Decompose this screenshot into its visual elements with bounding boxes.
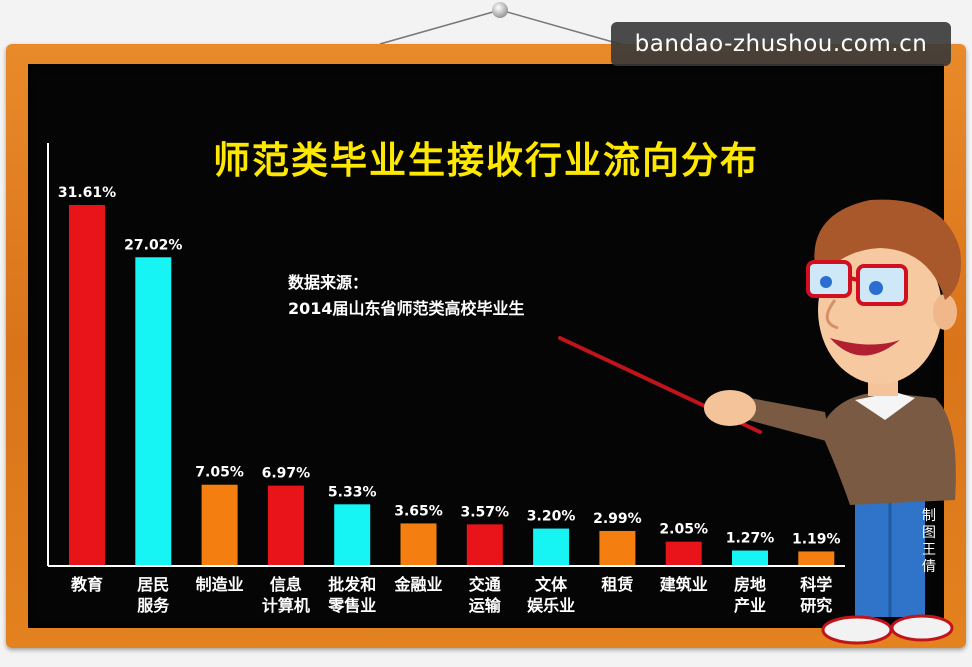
category-label: 制造业 [196, 575, 244, 594]
data-label: 6.97% [262, 466, 311, 482]
hanging-string [379, 9, 621, 45]
source-text: 2014届山东省师范类高校毕业生 [288, 299, 525, 318]
bar [69, 205, 105, 565]
bar [798, 551, 835, 565]
bar [466, 524, 503, 565]
bar [135, 257, 172, 565]
category-label: 建筑业 [660, 575, 708, 594]
data-source-note: 数据来源： 2014届山东省师范类高校毕业生 [288, 270, 525, 322]
category-label: 房地 [734, 575, 766, 594]
data-label: 1.27% [726, 531, 775, 547]
category-label: 运输 [469, 596, 502, 615]
data-label: 31.61% [58, 185, 116, 201]
data-label: 3.65% [394, 503, 443, 519]
data-label: 1.19% [792, 531, 841, 547]
bar [665, 541, 702, 565]
bar [400, 523, 437, 565]
data-label: 3.20% [527, 509, 576, 525]
data-label: 3.57% [461, 504, 510, 520]
teacher-body-icon [820, 392, 956, 505]
data-label: 2.05% [659, 522, 708, 538]
bar [599, 530, 636, 565]
shoe-icon [821, 615, 893, 645]
bar [533, 528, 570, 565]
pin-icon [492, 2, 508, 18]
bar [732, 550, 768, 565]
chart-credit: 制图 王倩 [922, 508, 936, 575]
category-label: 娱乐业 [527, 596, 575, 615]
source-label: 数据来源： [288, 273, 369, 292]
data-label: 7.05% [195, 465, 244, 481]
category-label: 金融业 [393, 575, 442, 594]
category-label: 租赁 [601, 575, 633, 594]
watermark: bandao-zhushou.com.cn [611, 22, 951, 66]
smile-icon [830, 338, 900, 356]
shoe-icon [890, 614, 954, 642]
bar [201, 484, 238, 565]
category-label: 科学 [800, 575, 832, 594]
data-label: 27.02% [124, 237, 182, 253]
category-label: 批发和 [328, 575, 376, 594]
data-label: 5.33% [328, 484, 377, 500]
category-label: 产业 [734, 596, 766, 615]
category-label: 信息 [270, 575, 302, 594]
category-label: 研究 [800, 596, 832, 615]
category-label: 居民 [137, 575, 169, 594]
category-label: 文体 [535, 575, 568, 594]
category-label: 教育 [71, 575, 103, 594]
chart-title: 师范类毕业生接收行业流向分布 [213, 139, 759, 182]
bar [267, 485, 304, 565]
hand-icon [704, 390, 756, 426]
category-label: 服务 [137, 596, 170, 615]
hair-icon [814, 199, 961, 300]
category-label: 计算机 [262, 596, 310, 615]
category-label: 交通 [469, 575, 501, 594]
bar [334, 504, 371, 565]
category-label: 零售业 [327, 596, 376, 615]
data-label: 2.99% [593, 511, 642, 527]
